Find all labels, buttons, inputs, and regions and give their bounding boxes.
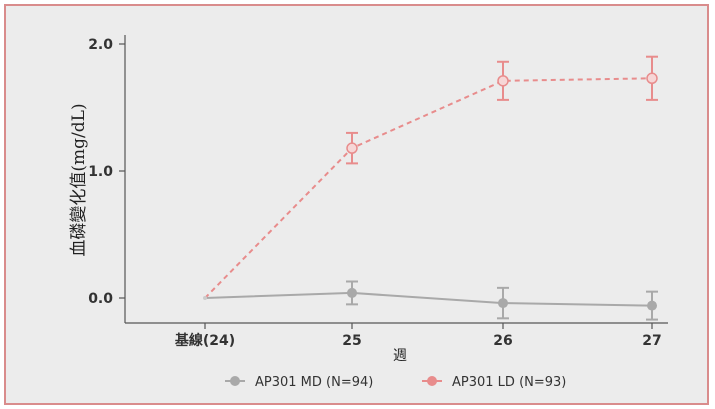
data-point [346, 142, 358, 154]
x-axis-label: 週 [393, 348, 407, 364]
data-point [347, 287, 357, 298]
legend-entry: AP301 LD (N=93) [452, 375, 566, 390]
series-layer [203, 55, 658, 321]
x-tick-label: 27 [642, 333, 661, 349]
origin-point [203, 296, 207, 300]
x-tick-label: 基線(24) [175, 332, 235, 349]
y-axis-label: 血磷變化值(mg/dL) [69, 103, 89, 256]
data-point [498, 298, 508, 309]
data-point [647, 300, 657, 311]
y-tick-label: 1.0 [88, 164, 113, 180]
series-line-1 [204, 77, 653, 299]
series-line-0 [204, 291, 653, 307]
y-axis: 2.0 1.0 0.0 [88, 35, 126, 323]
legend-swatch-marker [427, 376, 437, 386]
data-point [646, 72, 658, 85]
x-tick-label: 26 [493, 333, 512, 349]
chart-frame [4, 4, 709, 405]
y-tick-label: 0.0 [88, 291, 113, 307]
data-point [497, 75, 509, 87]
legend-swatch-marker [230, 376, 240, 386]
x-axis: 基線(24) 25 26 27 [125, 322, 668, 349]
x-tick-label: 25 [342, 333, 361, 349]
legend: AP301 MD (N=94) AP301 LD (N=93) [225, 375, 566, 390]
y-tick-label: 2.0 [88, 37, 113, 53]
legend-entry: AP301 MD (N=94) [255, 375, 373, 390]
